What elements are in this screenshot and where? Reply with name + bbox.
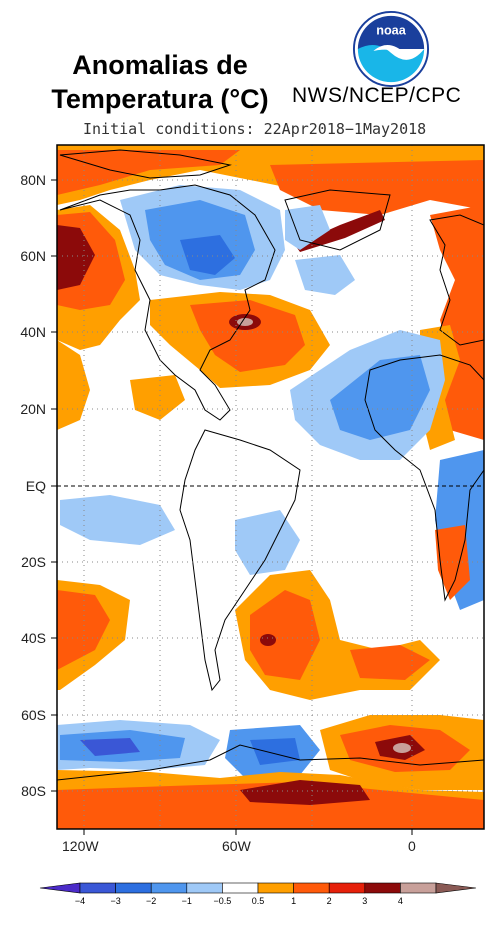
anomaly-satlantic-hot xyxy=(260,634,276,646)
anomaly-wna-hot xyxy=(57,225,95,290)
axis-ticks xyxy=(51,179,413,835)
lon-label-60w: 60W xyxy=(222,838,251,854)
colorbar-arrow-low xyxy=(39,882,81,894)
lat-label-80s: 80S xyxy=(21,783,46,799)
colorbar-swatch xyxy=(115,882,152,894)
lat-label-40n: 40N xyxy=(20,324,46,340)
lat-label-80n: 80N xyxy=(20,172,46,188)
anomaly-central-atlantic-cold-core xyxy=(330,355,430,440)
colorbar xyxy=(39,882,477,894)
anomaly-npacific-warm xyxy=(57,340,90,430)
map-title: Anomalias de Temperatura (°C) xyxy=(40,48,280,116)
colorbar-swatch xyxy=(186,882,223,894)
anomaly-antarctic-peak xyxy=(393,743,411,753)
colorbar-swatch xyxy=(293,882,330,894)
anomaly-antarctic-hot-south xyxy=(240,780,370,805)
map-frame xyxy=(56,144,485,830)
initial-conditions: Initial conditions: 22Apr2018−1May2018 xyxy=(83,120,427,138)
lon-label-0: 0 xyxy=(408,838,416,854)
anomaly-greenland-hot xyxy=(295,210,385,252)
coastlines xyxy=(57,149,484,781)
colorbar-label: −4 xyxy=(74,896,86,906)
anomaly-n-atlantic-cold xyxy=(295,255,355,295)
title-line-1: Anomalias de xyxy=(72,50,248,80)
anomaly-satlantic-east-warm xyxy=(350,645,430,680)
colorbar-label: −1 xyxy=(181,896,192,906)
graticule xyxy=(57,145,484,829)
anomaly-arctic-warm-core xyxy=(57,150,240,195)
agency-label: NWS/NCEP/CPC xyxy=(292,84,462,107)
anomaly-atlantic-peak-center xyxy=(237,318,253,326)
anomaly-arctic-east-warm xyxy=(270,160,484,215)
colorbar-label: −0.5 xyxy=(213,896,232,906)
anomaly-satlantic-warm-core xyxy=(250,590,320,680)
colorbar-label: 4 xyxy=(397,896,403,906)
lat-label-eq: EQ xyxy=(25,478,46,494)
noaa-logo: noaa xyxy=(352,10,430,88)
anomaly-east-us-warm-core xyxy=(190,300,305,372)
colorbar-swatch xyxy=(257,882,294,894)
lat-label-20n: 20N xyxy=(20,401,46,417)
anomaly-s-america-cold xyxy=(235,510,300,575)
lat-label-20s: 20S xyxy=(21,554,46,570)
colorbar-arrow-high xyxy=(435,882,477,894)
anomaly-europe-warm xyxy=(430,205,484,440)
colorbar-swatch xyxy=(364,882,401,894)
lat-label-60n: 60N xyxy=(20,248,46,264)
colorbar-swatch xyxy=(328,882,366,894)
lon-label-120w: 120W xyxy=(62,838,99,854)
colorbar-swatch xyxy=(222,882,259,894)
anomaly-southern-cold-mid-core xyxy=(250,738,300,765)
title-line-2: Temperatura (°C) xyxy=(51,84,269,114)
anomaly-greenland-cold xyxy=(285,205,330,250)
anomaly-epacific-cold xyxy=(60,495,175,545)
colorbar-label: −3 xyxy=(110,896,121,906)
colorbar-swatch xyxy=(150,882,188,894)
lat-label-60s: 60S xyxy=(21,707,46,723)
anomaly-canada-cold-center xyxy=(180,235,235,275)
logo-text: noaa xyxy=(376,23,407,37)
colorbar-label: 2 xyxy=(326,896,332,906)
map-content xyxy=(57,145,484,829)
anomaly-southern-cold-west-deep xyxy=(80,738,140,756)
anomaly-antarctic-warm-south-core xyxy=(57,782,484,829)
colorbar-label: 1 xyxy=(291,896,297,906)
colorbar-label: 3 xyxy=(362,896,368,906)
colorbar-label: −2 xyxy=(146,896,157,906)
colorbar-swatch xyxy=(79,882,116,894)
colorbar-swatch xyxy=(400,882,437,894)
anomaly-caribbean-warm xyxy=(130,375,185,420)
colorbar-label: 0.5 xyxy=(251,896,265,906)
lat-label-40s: 40S xyxy=(21,630,46,646)
